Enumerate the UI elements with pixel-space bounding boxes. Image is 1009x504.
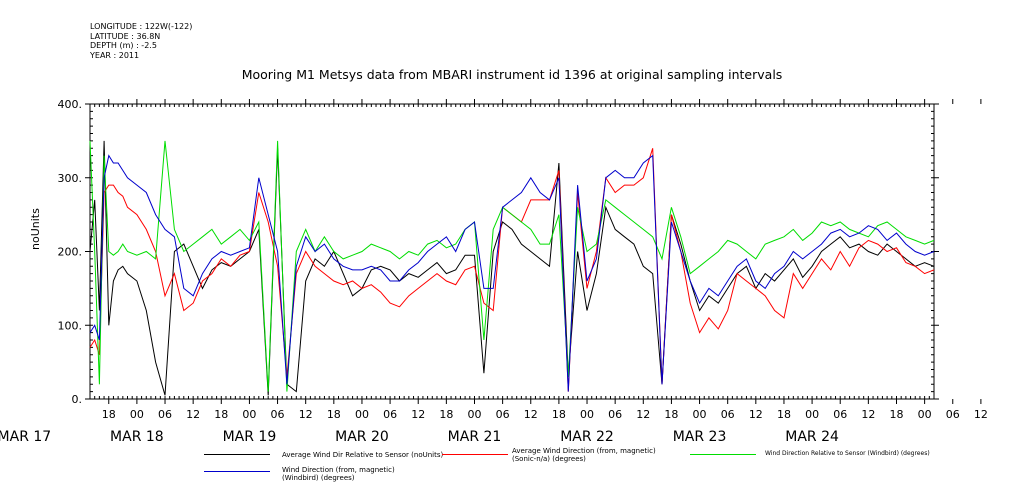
x-tick-label: 12 <box>636 408 650 421</box>
x-tick-label: 12 <box>299 408 313 421</box>
legend-swatch-3 <box>204 471 270 472</box>
x-tick-label: 00 <box>130 408 144 421</box>
y-tick-label: 100. <box>58 319 83 332</box>
legend-label-0: Average Wind Dir Relative to Sensor (noU… <box>282 451 444 459</box>
x-tick-label: 06 <box>721 408 735 421</box>
x-day-label: MAR 18 <box>110 429 164 445</box>
x-day-label: MAR 20 <box>335 429 389 445</box>
chart-title: Mooring M1 Metsys data from MBARI instru… <box>241 67 783 82</box>
x-tick-label: 12 <box>749 408 763 421</box>
x-tick-label: 00 <box>693 408 707 421</box>
x-tick-label: 18 <box>214 408 228 421</box>
legend-swatch-0 <box>204 454 270 455</box>
x-tick-label: 00 <box>242 408 256 421</box>
legend-label-2: Wind Direction Relative to Sensor (Windb… <box>765 450 930 457</box>
x-tick-label: 12 <box>186 408 200 421</box>
x-tick-label: 06 <box>833 408 847 421</box>
x-day-label: MAR 23 <box>673 429 727 445</box>
longitude-text: LONGITUDE : 122W(-122) <box>90 22 193 31</box>
x-tick-label: 00 <box>580 408 594 421</box>
y-tick-label: 0. <box>72 393 83 406</box>
x-tick-label: 06 <box>608 408 622 421</box>
x-tick-label: 12 <box>524 408 538 421</box>
x-day-label: MAR 19 <box>223 429 277 445</box>
series-line-2 <box>89 140 935 392</box>
x-tick-label: 00 <box>467 408 481 421</box>
x-tick-label: 18 <box>889 408 903 421</box>
axes: 0. 100. 200. 300. 400. 18 00 06 12 18 00 06 12 18 00 06… <box>0 98 988 445</box>
x-tick-label: 18 <box>439 408 453 421</box>
depth-text: DEPTH (m) : -2.5 <box>90 41 157 50</box>
plot-frame <box>89 103 935 400</box>
x-tick-label: 00 <box>918 408 932 421</box>
x-day-label: MAR 22 <box>560 429 614 445</box>
x-tick-label: 06 <box>271 408 285 421</box>
y-tick-label: 200. <box>58 246 83 259</box>
series-line-0 <box>89 140 935 396</box>
legend-label-3: Wind Direction (from, magnetic) (Windbir… <box>282 466 395 482</box>
y-axis-label: noUnits <box>29 208 42 250</box>
legend-label-1: Average Wind Direction (from, magnetic) … <box>512 447 656 463</box>
x-day-label: MAR 21 <box>448 429 502 445</box>
x-tick-label: 18 <box>552 408 566 421</box>
latitude-text: LATITUDE : 36.8N <box>90 31 161 41</box>
x-tick-label: 06 <box>158 408 172 421</box>
series-line-1 <box>89 148 935 392</box>
year-text: YEAR : 2011 <box>90 50 140 60</box>
x-tick-label: 06 <box>946 408 960 421</box>
legend-swatch-2 <box>690 454 756 455</box>
y-tick-label: 400. <box>58 98 83 111</box>
x-tick-label: 18 <box>777 408 791 421</box>
x-tick-label: 18 <box>102 408 116 421</box>
x-tick-label: 06 <box>496 408 510 421</box>
x-tick-label: 18 <box>664 408 678 421</box>
series-line-3 <box>89 154 935 392</box>
y-tick-label: 300. <box>58 172 83 185</box>
x-day-label: MAR 24 <box>785 429 839 445</box>
metadata-block: LONGITUDE : 122W(-122) LATITUDE : 36.8N … <box>90 22 192 60</box>
x-tick-label: 12 <box>861 408 875 421</box>
x-day-label: MAR 17 <box>0 429 51 445</box>
x-tick-label: 12 <box>974 408 988 421</box>
x-tick-label: 12 <box>411 408 425 421</box>
x-tick-label: 06 <box>383 408 397 421</box>
x-tick-label: 18 <box>327 408 341 421</box>
series-layer <box>89 140 935 396</box>
x-tick-label: 00 <box>355 408 369 421</box>
legend-swatch-1 <box>442 454 508 455</box>
x-tick-label: 00 <box>805 408 819 421</box>
